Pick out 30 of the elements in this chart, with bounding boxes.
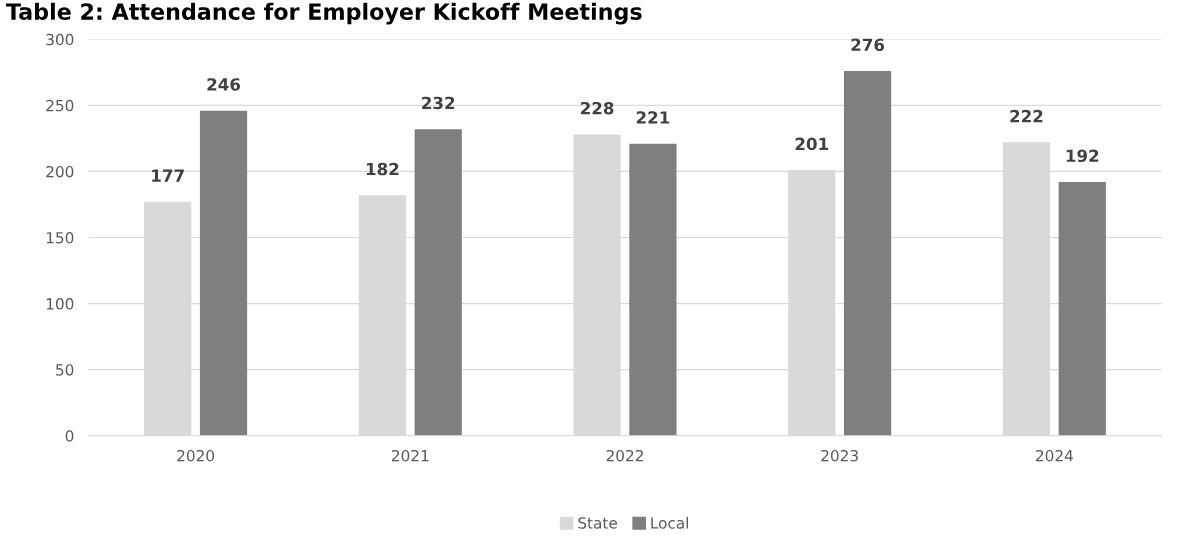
data-label: 228	[581, 101, 614, 115]
y-tick-label: 100	[46, 298, 74, 310]
y-tick-label: 250	[46, 99, 74, 112]
data-label: 192	[1066, 149, 1099, 163]
x-tick-label: 2021	[391, 449, 429, 462]
x-tick-label: 2023	[821, 449, 858, 462]
x-tick-label: 2022	[606, 449, 643, 462]
data-label: 182	[366, 162, 399, 176]
x-tick-label: 2020	[177, 449, 215, 462]
y-tick-label: 300	[46, 33, 74, 46]
y-tick-label: 50	[56, 364, 74, 376]
data-label: 177	[152, 169, 184, 182]
bar	[199, 110, 248, 436]
bar	[414, 129, 462, 436]
data-label: 222	[1010, 109, 1043, 123]
chart-title: Table 2: Attendance for Employer Kickoff Meetings	[5, 2, 642, 25]
data-label: 276	[851, 38, 885, 52]
y-tick-label: 200	[46, 165, 74, 178]
data-label: 246	[207, 78, 241, 91]
data-label: 201	[795, 137, 829, 151]
bar	[1058, 182, 1106, 436]
y-tick-label: 0	[65, 430, 74, 442]
bar	[629, 143, 677, 436]
data-label: 232	[422, 96, 455, 110]
data-label: 221	[636, 111, 670, 124]
x-tick-label: 2024	[1036, 449, 1073, 462]
legend-label: Local	[651, 516, 689, 529]
legend-label: State	[578, 517, 617, 529]
y-tick-label: 150	[46, 231, 74, 244]
bar	[843, 70, 892, 436]
